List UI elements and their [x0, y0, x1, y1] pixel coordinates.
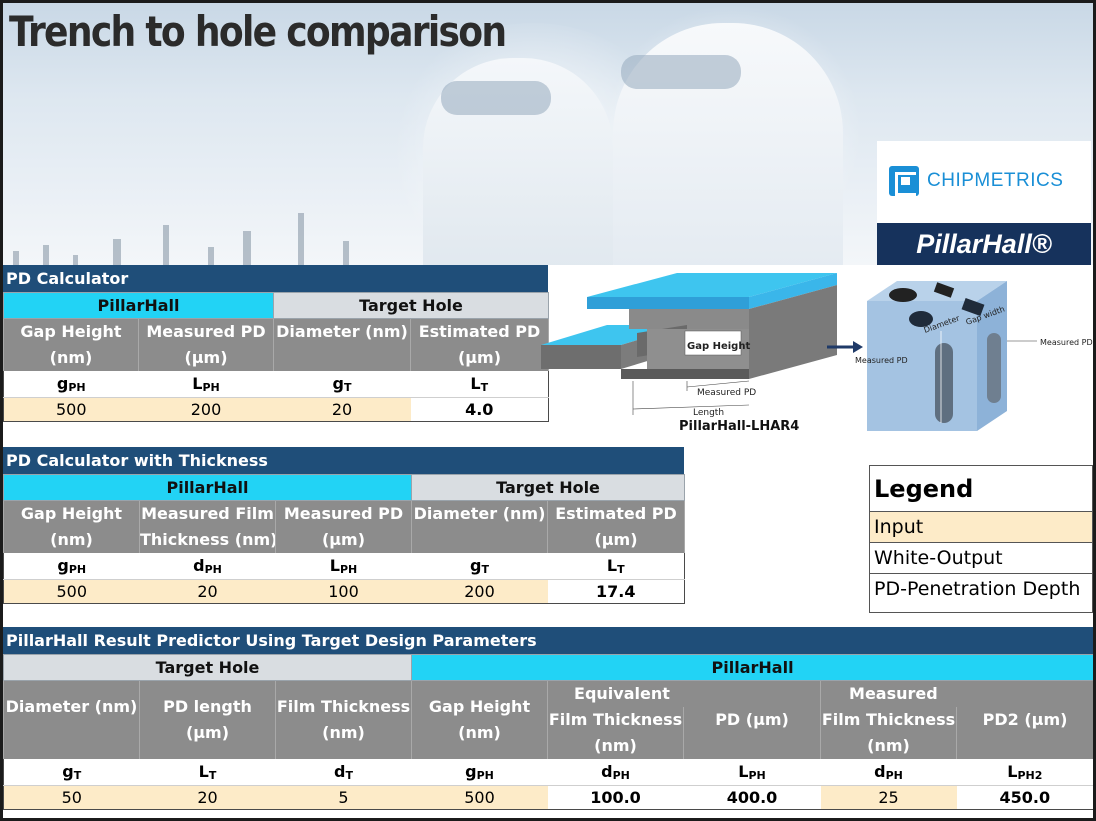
pd-calculator-thickness-section: PD Calculator with Thickness PillarHall … [3, 447, 686, 604]
input-cell-diameter[interactable]: 20 [273, 397, 411, 421]
symbol-cell: dPH [820, 759, 957, 786]
column-header: Gap Height (nm) [411, 680, 549, 759]
legend-title: Legend [870, 466, 1092, 512]
output-cell-equivalent-thickness: 100.0 [547, 785, 684, 809]
column-header: Film Thickness (nm) [274, 680, 413, 759]
input-cell-gap-height[interactable]: 500 [3, 397, 139, 421]
group-header-target-hole: Target Hole [411, 474, 686, 501]
brand-name: CHIPMETRICS [927, 170, 1064, 191]
input-cell-gap-height[interactable]: 500 [411, 785, 548, 809]
column-header: PD2 (µm) [956, 707, 1093, 759]
measured-pd-right-label: Measured PD [1040, 338, 1093, 347]
symbol-cell: dPH [139, 553, 276, 580]
input-cell-measured-pd[interactable]: 100 [275, 579, 412, 603]
symbol-cell: LPH [683, 759, 821, 786]
section-title: PD Calculator with Thickness [3, 447, 684, 474]
input-cell-pd-length[interactable]: 20 [139, 785, 276, 809]
symbol-cell: gPH [3, 371, 139, 398]
pd-calculator-section: PD Calculator PillarHall Target Hole Gap… [3, 265, 549, 422]
column-header: Diameter (nm) [273, 318, 411, 371]
group-header-target-hole: Target Hole [273, 292, 549, 319]
symbol-cell: gPH [411, 759, 548, 786]
column-header: Measured PD (µm) [274, 500, 413, 553]
product-name: PillarHall® [877, 223, 1091, 265]
legend-item-input: Input [870, 512, 1092, 543]
symbol-cell: gT [273, 371, 411, 398]
page-title: Trench to hole comparison [9, 7, 507, 56]
group-header-pillarhall: PillarHall [3, 292, 274, 319]
symbol-cell: gPH [3, 553, 140, 580]
result-predictor-section: PillarHall Result Predictor Using Target… [3, 627, 1093, 810]
header-banner [3, 3, 1093, 265]
group-header-target-hole: Target Hole [3, 654, 413, 681]
column-header: Diameter (nm) [3, 680, 140, 759]
input-cell-film-thickness[interactable]: 20 [139, 579, 276, 603]
section-title: PillarHall Result Predictor Using Target… [3, 627, 1093, 654]
symbol-cell: gT [411, 553, 548, 580]
column-header: Gap Height (nm) [3, 500, 140, 553]
symbol-cell: gT [3, 759, 140, 786]
symbol-cell: dPH [547, 759, 684, 786]
output-cell-estimated-pd: 17.4 [547, 579, 685, 603]
column-header: Estimated PD (µm) [410, 318, 549, 371]
column-header: Measured Film Thickness (nm) [139, 500, 276, 553]
symbol-cell: dT [275, 759, 412, 786]
subgroup-header-measured: Measured [820, 680, 1093, 707]
measured-pd-label: Measured PD [697, 388, 756, 398]
legend-item-output: White-Output [870, 543, 1092, 574]
input-cell-measured-thickness[interactable]: 25 [820, 785, 957, 809]
section-title: PD Calculator [3, 265, 548, 292]
diagram-caption: PillarHall-LHAR4 [679, 419, 800, 434]
length-label: Length [693, 408, 724, 418]
group-header-pillarhall: PillarHall [3, 474, 413, 501]
gap-height-label: Gap Height [687, 341, 750, 352]
output-cell-pd2: 450.0 [956, 785, 1093, 809]
input-cell-measured-pd[interactable]: 200 [138, 397, 274, 421]
column-header: Measured PD (µm) [138, 318, 274, 371]
input-cell-gap-height[interactable]: 500 [3, 579, 140, 603]
column-header: Gap Height (nm) [3, 318, 139, 371]
column-header: Diameter (nm) [411, 500, 549, 553]
column-header: Film Thickness (nm) [547, 707, 685, 759]
symbol-cell: LPH [138, 371, 274, 398]
pillarhall-diagram: Gap Height Measured PD Length Diameter G… [541, 273, 1093, 431]
symbol-cell: LPH2 [956, 759, 1093, 786]
symbol-cell: LT [410, 371, 549, 398]
input-cell-diameter[interactable]: 50 [3, 785, 140, 809]
input-cell-diameter[interactable]: 200 [411, 579, 548, 603]
chipmetrics-logo-icon [889, 166, 919, 196]
column-header: Estimated PD (µm) [547, 500, 686, 553]
output-cell-estimated-pd: 4.0 [410, 397, 549, 421]
symbol-cell: LT [547, 553, 685, 580]
measured-pd-left-label: Measured PD [855, 356, 908, 365]
output-cell-equivalent-pd: 400.0 [683, 785, 821, 809]
column-header: PD (µm) [683, 707, 822, 759]
group-header-pillarhall: PillarHall [411, 654, 1093, 681]
symbol-cell: LPH [275, 553, 412, 580]
legend-box: Legend Input White-Output PD-Penetration… [869, 465, 1093, 613]
legend-item-pd: PD-Penetration Depth [874, 578, 1081, 600]
subgroup-header-equivalent: Equivalent [547, 680, 822, 707]
column-header: Film Thickness (nm) [820, 707, 958, 759]
company-logo: CHIPMETRICS PillarHall® [877, 141, 1091, 265]
input-cell-film-thickness[interactable]: 5 [275, 785, 412, 809]
symbol-cell: LT [139, 759, 276, 786]
column-header: PD length (µm) [139, 680, 276, 759]
